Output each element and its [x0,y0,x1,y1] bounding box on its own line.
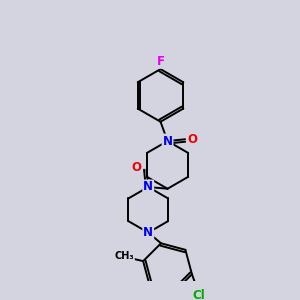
Text: N: N [143,226,153,239]
Text: CH₃: CH₃ [114,251,134,261]
Text: Cl: Cl [193,289,205,300]
Text: N: N [143,181,153,194]
Text: N: N [163,134,172,148]
Text: O: O [132,161,142,174]
Text: F: F [157,55,164,68]
Text: O: O [187,133,197,146]
